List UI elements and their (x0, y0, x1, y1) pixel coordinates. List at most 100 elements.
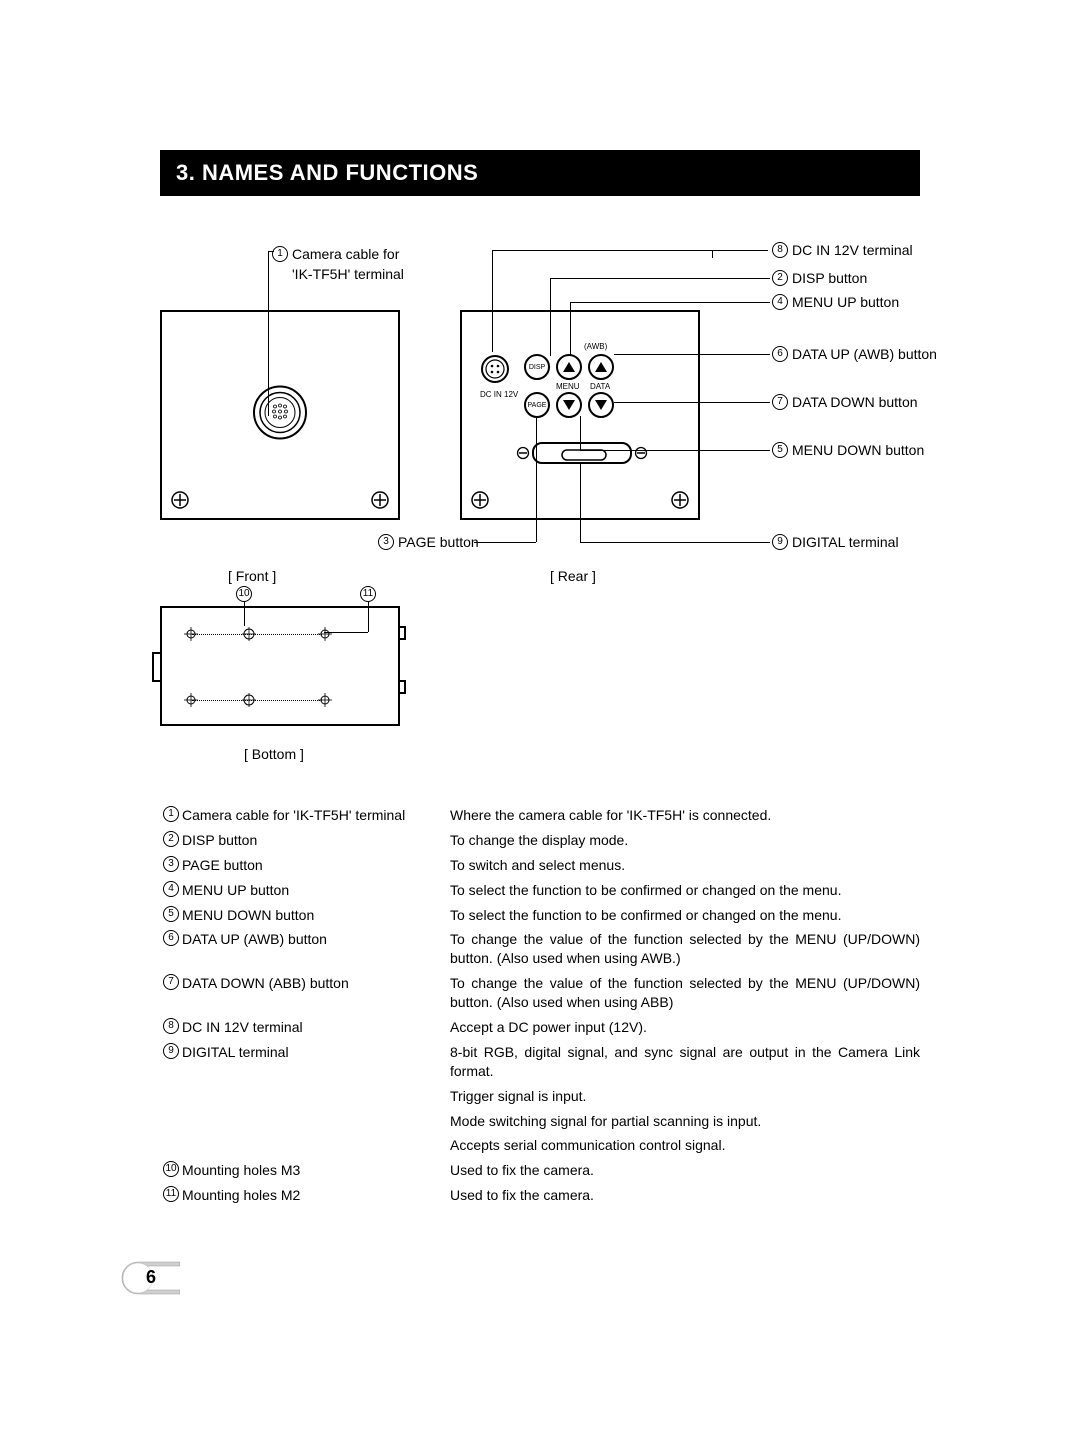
description-text: Trigger signal is input. (450, 1087, 920, 1106)
circled-10-icon: 10 (236, 586, 252, 602)
callout-2: 2DISP button (772, 270, 867, 286)
small-screw-icon (516, 446, 530, 465)
description-text: Accept a DC power input (12V). (450, 1018, 920, 1037)
circled-number-icon: 9 (163, 1043, 179, 1059)
callout-4: 4MENU UP button (772, 294, 899, 310)
description-name: DATA UP (AWB) button (182, 930, 450, 968)
circled-4-icon: 4 (772, 294, 788, 310)
description-name: PAGE button (182, 856, 450, 875)
circled-1-icon: 1 (272, 246, 288, 262)
leader-line (474, 542, 536, 543)
callout-8: 8DC IN 12V terminal (772, 242, 913, 258)
screw-icon (670, 490, 690, 510)
leader-line (244, 602, 245, 626)
description-row: 10Mounting holes M3Used to fix the camer… (160, 1161, 920, 1180)
circled-8-icon: 8 (772, 242, 788, 258)
description-text: Used to fix the camera. (450, 1161, 920, 1180)
front-connector-icon (252, 385, 308, 446)
mounting-hole-icon (242, 693, 256, 712)
data-up-button-icon (588, 354, 614, 380)
description-row: 4MENU UP buttonTo select the function to… (160, 881, 920, 900)
description-name (182, 1136, 450, 1155)
page-number-badge: 6 (120, 1260, 180, 1296)
description-row: 7DATA DOWN (ABB) buttonTo change the val… (160, 974, 920, 1012)
leader-line (580, 462, 581, 542)
description-name: DC IN 12V terminal (182, 1018, 450, 1037)
circled-number-icon: 2 (163, 831, 179, 847)
leader-line (580, 542, 770, 543)
description-name: Mounting holes M3 (182, 1161, 450, 1180)
description-row: Trigger signal is input. (160, 1087, 920, 1106)
menu-up-button-icon (556, 354, 582, 380)
circled-5-icon: 5 (772, 442, 788, 458)
description-row: Accepts serial communication control sig… (160, 1136, 920, 1155)
notch-icon (398, 626, 406, 640)
leader-line (536, 418, 537, 542)
leader-line (268, 251, 274, 252)
description-text: Used to fix the camera. (450, 1186, 920, 1205)
leader-line (492, 250, 712, 251)
mounting-hole-icon (318, 627, 332, 646)
leader-line (570, 302, 770, 303)
data-down-button-icon (588, 392, 614, 418)
description-name (182, 1112, 450, 1131)
description-row: 5MENU DOWN buttonTo select the function … (160, 906, 920, 925)
description-text: To change the display mode. (450, 831, 920, 850)
page-number: 6 (146, 1267, 156, 1288)
leader-line (492, 250, 493, 352)
dotted-line (192, 634, 322, 635)
diagram-area: 1 Camera cable for 'IK-TF5H' terminal (160, 246, 920, 786)
description-text: 8-bit RGB, digital signal, and sync sign… (450, 1043, 920, 1081)
front-label: [ Front ] (228, 568, 276, 584)
description-row: 8DC IN 12V terminalAccept a DC power inp… (160, 1018, 920, 1037)
protrusion-icon (152, 652, 162, 682)
disp-button-icon: DISP (524, 354, 550, 380)
circled-number-icon: 4 (163, 881, 179, 897)
dc-connector-icon (480, 354, 510, 389)
circled-number-icon: 1 (163, 806, 179, 822)
description-list: 1Camera cable for 'IK-TF5H' terminalWher… (160, 806, 920, 1205)
rear-label: [ Rear ] (550, 568, 596, 584)
circled-number-icon: 8 (163, 1018, 179, 1034)
description-row: 2DISP buttonTo change the display mode. (160, 831, 920, 850)
circled-2-icon: 2 (772, 270, 788, 286)
leader-line (368, 602, 369, 632)
mounting-hole-icon (184, 693, 198, 712)
callout-1-text-line1: Camera cable for (292, 246, 399, 262)
circled-number-icon: 7 (163, 974, 179, 990)
digital-connector-icon (532, 442, 632, 464)
leader-line (580, 450, 770, 451)
screw-icon (470, 490, 490, 510)
description-name: Mounting holes M2 (182, 1186, 450, 1205)
circled-number-icon: 11 (163, 1186, 179, 1202)
notch-icon (398, 680, 406, 694)
description-name (182, 1087, 450, 1106)
circled-9-icon: 9 (772, 534, 788, 550)
description-text: To select the function to be confirmed o… (450, 906, 920, 925)
leader-line (580, 416, 581, 450)
description-name: MENU UP button (182, 881, 450, 900)
mounting-hole-icon (318, 693, 332, 712)
data-label: DATA (590, 382, 610, 391)
description-row: Mode switching signal for partial scanni… (160, 1112, 920, 1131)
bottom-label: [ Bottom ] (244, 746, 304, 762)
menu-down-button-icon (556, 392, 582, 418)
callout-9: 9DIGITAL terminal (772, 534, 899, 550)
screw-icon (170, 490, 190, 510)
dotted-line (192, 700, 322, 701)
page-button-icon: PAGE (524, 392, 550, 418)
callout-6: 6DATA UP (AWB) button (772, 346, 937, 362)
circled-11-icon: 11 (360, 586, 376, 602)
leader-line (712, 250, 768, 251)
description-text: Mode switching signal for partial scanni… (450, 1112, 920, 1131)
description-row: 11Mounting holes M2Used to fix the camer… (160, 1186, 920, 1205)
awb-label: (AWB) (584, 342, 607, 351)
leader-line (550, 278, 551, 356)
description-row: 1Camera cable for 'IK-TF5H' terminalWher… (160, 806, 920, 825)
description-text: To switch and select menus. (450, 856, 920, 875)
mounting-hole-icon (184, 627, 198, 646)
description-name: DIGITAL terminal (182, 1043, 450, 1081)
circled-7-icon: 7 (772, 394, 788, 410)
small-screw-icon (634, 446, 648, 465)
menu-label: MENU (556, 382, 580, 391)
